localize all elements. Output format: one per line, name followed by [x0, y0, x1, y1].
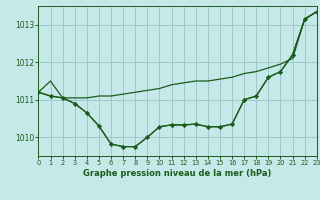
X-axis label: Graphe pression niveau de la mer (hPa): Graphe pression niveau de la mer (hPa) [84, 169, 272, 178]
